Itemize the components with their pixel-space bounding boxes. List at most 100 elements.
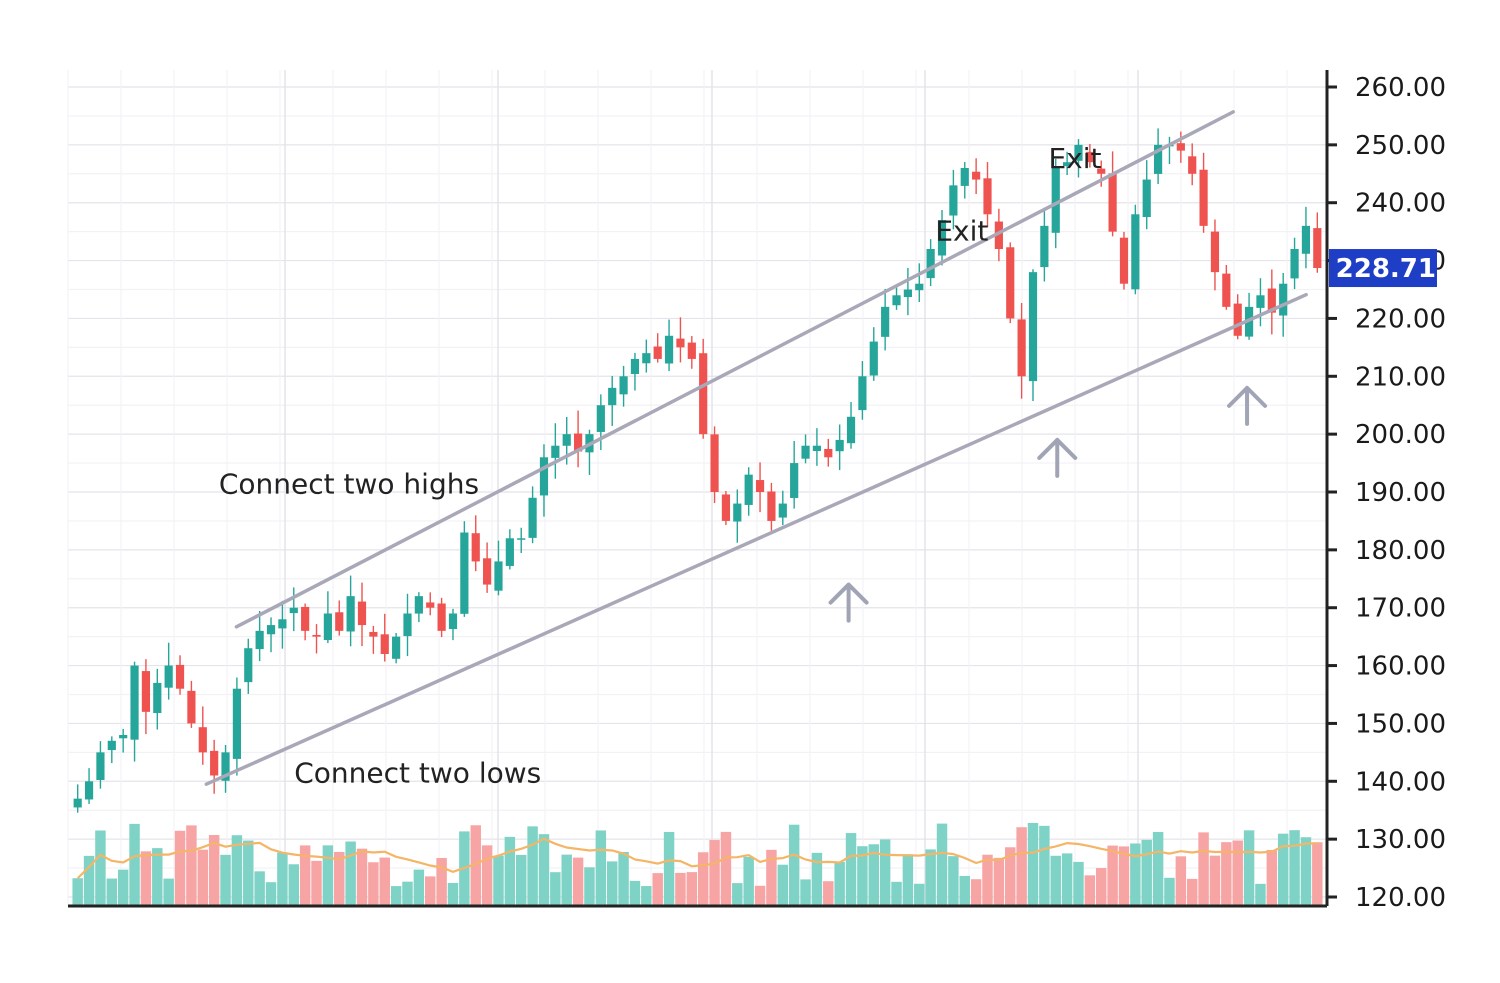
volume-bar: [1209, 855, 1221, 906]
volume-bar: [493, 855, 504, 906]
volume-bar: [515, 854, 527, 906]
candle-body: [710, 434, 719, 492]
volume-bar: [1039, 825, 1050, 906]
volume-bar: [243, 840, 254, 906]
volume-bar: [720, 831, 732, 906]
volume-bar: [1050, 855, 1061, 906]
volume-bar: [1221, 842, 1232, 906]
candle-body: [357, 601, 367, 626]
volume-bar: [1130, 843, 1141, 906]
support-arrow-icon: [828, 582, 869, 623]
volume-bar: [379, 857, 390, 906]
candle-body: [278, 619, 287, 629]
candle-body: [801, 445, 810, 459]
candle-body: [528, 497, 537, 538]
support-arrow-icon: [1227, 385, 1268, 426]
volume-bar: [754, 885, 766, 906]
candle-body: [403, 613, 412, 637]
volume-bar: [675, 872, 686, 906]
volume-bar: [1300, 837, 1312, 906]
candle-body: [1063, 162, 1072, 167]
candle-body: [858, 376, 867, 411]
y-tick-label: 160.00: [1355, 652, 1446, 682]
candle-body: [972, 171, 981, 180]
volume-bar: [254, 871, 265, 906]
volume-bar: [470, 825, 481, 906]
volume-bar: [697, 852, 709, 906]
volume-bar: [766, 849, 777, 906]
volume-bar: [1073, 861, 1084, 906]
candle-body: [460, 532, 469, 614]
candle-body: [1085, 151, 1094, 163]
candle-body: [1131, 214, 1140, 290]
candle-body: [1256, 295, 1265, 308]
volume-bar: [982, 854, 993, 906]
volume-moving-average: [76, 837, 1318, 879]
last-price-badge-bg: [1329, 249, 1437, 288]
candle-body: [642, 353, 651, 364]
candle-body: [232, 688, 241, 759]
candle-body: [1142, 179, 1151, 217]
volume-bar: [277, 852, 288, 906]
volume-bar: [356, 848, 368, 906]
volume-bar: [1084, 875, 1096, 906]
candle-body: [664, 335, 674, 364]
volume-bar: [1243, 830, 1255, 906]
support-arrow-icon: [1037, 437, 1078, 478]
volume-bar: [993, 857, 1005, 906]
candle-body: [164, 665, 173, 688]
candle-body: [244, 648, 253, 683]
volume-bar: [879, 839, 891, 906]
candle-body: [687, 342, 696, 359]
candle-body: [221, 752, 230, 781]
volume-bar: [481, 845, 493, 906]
y-tick-label: 170.00: [1355, 594, 1446, 624]
volume-bar: [561, 854, 572, 906]
volume-bar: [1164, 877, 1175, 906]
volume-bar: [811, 852, 823, 906]
volume-bar: [527, 826, 538, 906]
volume-bar: [311, 860, 322, 906]
candle-body: [562, 434, 571, 446]
volume-bar: [550, 872, 561, 906]
candle-body: [1233, 303, 1242, 336]
last-price-label: 228.71: [1336, 254, 1436, 284]
candle-body: [835, 439, 844, 452]
volume-bar: [95, 830, 106, 906]
volume-bar: [1255, 883, 1266, 906]
volume-bar: [83, 855, 95, 906]
volume-bar: [174, 830, 186, 906]
volume-bar: [743, 856, 754, 906]
candle-body: [790, 463, 799, 498]
candle-body: [426, 602, 435, 608]
volume-bar: [334, 851, 345, 906]
candle-body: [448, 613, 458, 630]
volume-bar: [368, 862, 379, 906]
candle-body: [812, 445, 822, 452]
trendline: [234, 110, 1235, 629]
volume-bar: [845, 833, 857, 906]
candle-body: [210, 750, 219, 776]
candle-body: [1313, 228, 1322, 269]
y-tick-label: 210.00: [1355, 362, 1446, 392]
trendline: [204, 292, 1308, 786]
candle-body: [1040, 225, 1049, 268]
candle-body: [846, 416, 856, 444]
y-tick-label: 260.00: [1355, 73, 1446, 103]
candle-body: [937, 220, 947, 256]
volume-ma-line: [76, 837, 1318, 879]
candle-body: [1279, 283, 1288, 316]
volume-bar: [914, 883, 925, 906]
volume-bar: [936, 823, 948, 906]
candle-body: [960, 168, 969, 186]
volume-bar: [140, 851, 152, 906]
chart-annotation: Connect two lows: [294, 756, 541, 789]
volume-bar: [322, 845, 334, 906]
candle-body: [1097, 168, 1106, 174]
candle-body: [1154, 144, 1163, 174]
volume-bar: [902, 854, 914, 906]
volume-bar: [163, 878, 174, 906]
volume-bar: [1175, 856, 1187, 906]
candle-body: [1017, 319, 1026, 377]
